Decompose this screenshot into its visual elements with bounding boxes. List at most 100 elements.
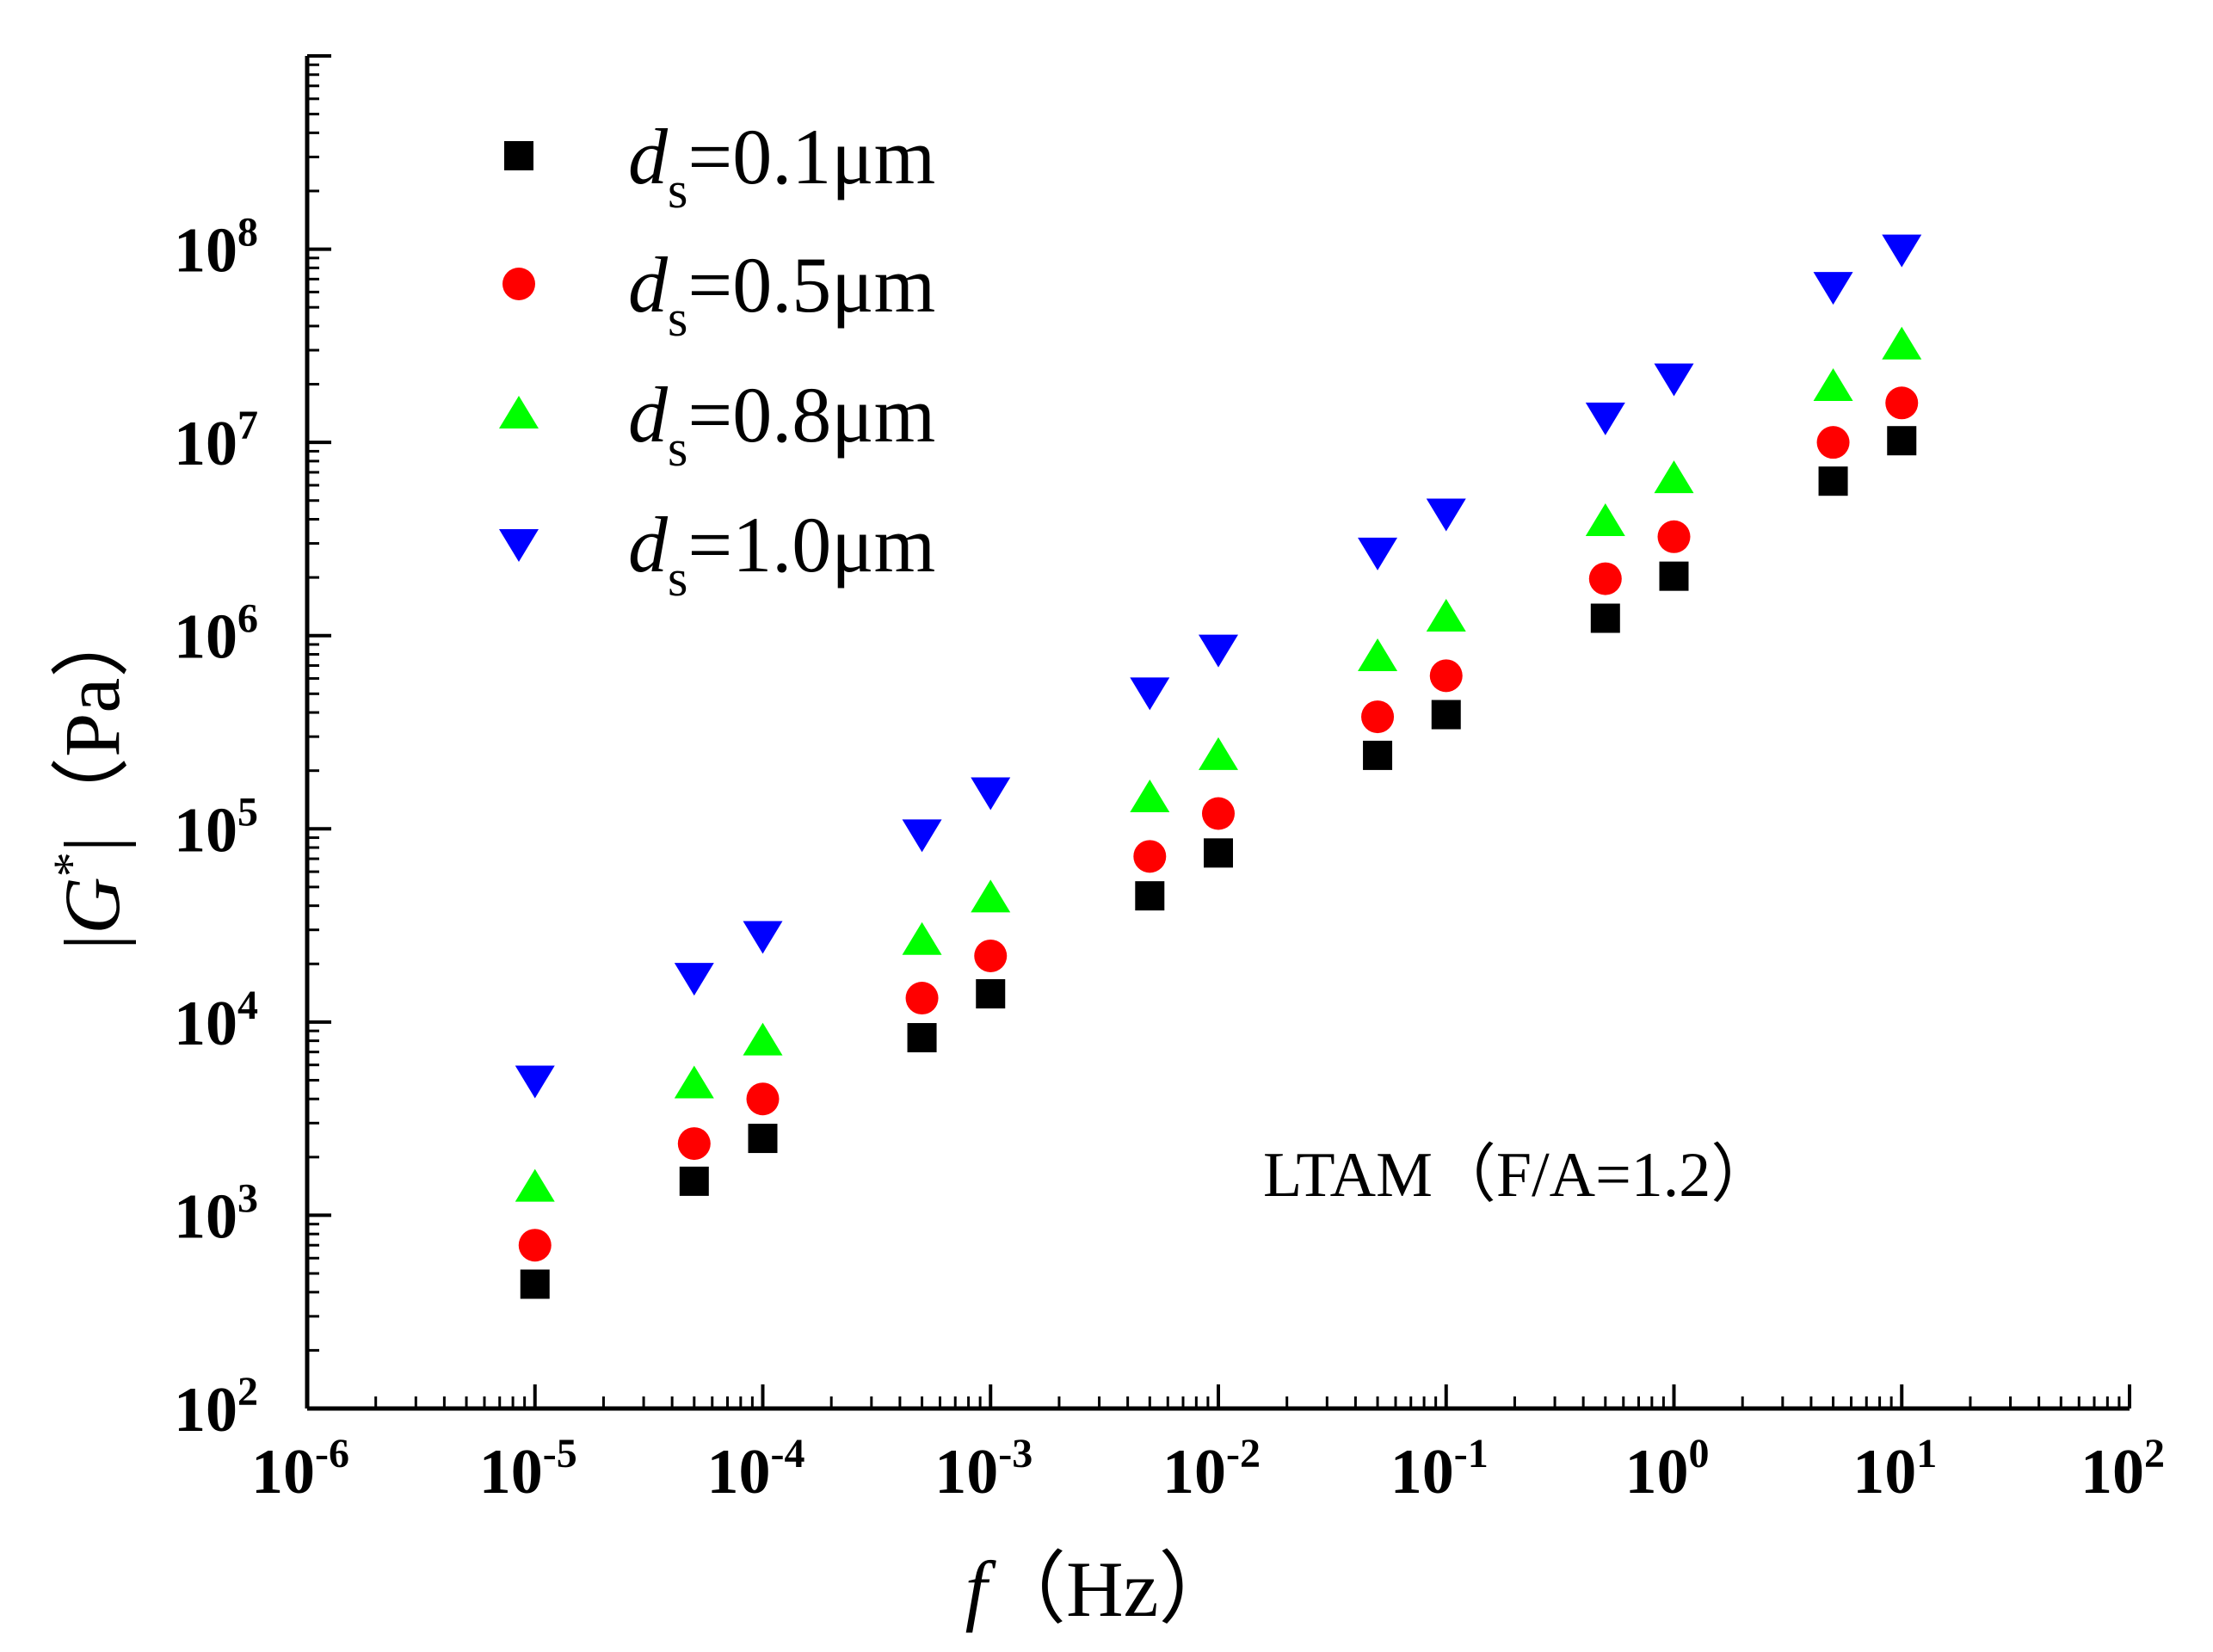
data-point	[1204, 838, 1233, 868]
x-tick-label: 10-4	[707, 1431, 805, 1507]
data-point	[1657, 520, 1691, 553]
y-tick-label-base: 10	[174, 1375, 237, 1446]
legend-label: ds=0.1μm	[628, 113, 935, 219]
legend-label-value: =0.8μm	[687, 371, 935, 459]
y-tick-label-base: 10	[174, 602, 237, 673]
data-point	[746, 1082, 780, 1116]
data-point	[1361, 700, 1395, 734]
legend-marker	[504, 141, 533, 170]
data-point	[1363, 740, 1393, 770]
x-tick-label-base: 10	[479, 1437, 543, 1507]
data-point	[1431, 700, 1461, 730]
legend-item: ds=1.0μm	[499, 501, 935, 607]
y-axis-label-unit: |（Pa）	[48, 599, 136, 852]
y-axis-label-symbol: G	[48, 877, 136, 934]
y-tick-label-base: 10	[174, 409, 237, 479]
legend-label-symbol: d	[628, 501, 669, 589]
y-tick-label: 103	[174, 1175, 258, 1252]
x-tick-label: 101	[1852, 1431, 1937, 1507]
legend-marker	[499, 529, 539, 562]
x-tick-label-exponent: 2	[2144, 1431, 2165, 1476]
legend-label-subscript: s	[668, 420, 687, 477]
data-point	[905, 982, 939, 1015]
data-point	[1590, 603, 1620, 633]
x-tick-label-base: 10	[707, 1437, 771, 1507]
data-point	[971, 777, 1011, 811]
data-point	[1429, 659, 1463, 693]
data-point	[902, 922, 942, 955]
data-point	[1426, 598, 1466, 632]
legend-item: ds=0.1μm	[504, 113, 935, 219]
data-point	[1585, 502, 1625, 536]
x-tick-label: 10-1	[1390, 1431, 1489, 1507]
y-tick-label-exponent: 8	[237, 210, 258, 256]
data-point	[1130, 677, 1170, 711]
y-axis-label-bar: |	[48, 934, 136, 950]
y-tick-label: 104	[174, 983, 258, 1059]
data-point	[1358, 638, 1398, 671]
x-tick-label: 10-5	[479, 1431, 577, 1507]
data-point	[1882, 326, 1922, 360]
data-point	[515, 1168, 555, 1202]
y-tick-label-exponent: 3	[237, 1175, 258, 1221]
x-tick-label-exponent: -3	[998, 1431, 1033, 1476]
data-point	[907, 1023, 937, 1053]
legend-label: ds=0.8μm	[628, 371, 935, 477]
x-tick-label-base: 10	[251, 1437, 315, 1507]
y-tick-label-base: 10	[174, 795, 237, 866]
data-point	[518, 1229, 552, 1262]
legend-label-value: =0.1μm	[687, 113, 935, 200]
axis-ticks	[305, 54, 2131, 1410]
data-point	[976, 979, 1006, 1009]
data-point	[974, 939, 1008, 972]
legend-marker	[499, 396, 539, 428]
series-1	[520, 426, 1917, 1299]
x-tick-label-base: 10	[934, 1437, 998, 1507]
data-points	[515, 234, 1922, 1299]
x-tick-label-base: 10	[1162, 1437, 1226, 1507]
legend-label: ds=0.5μm	[628, 241, 935, 347]
data-point	[1358, 537, 1398, 570]
data-point	[1885, 386, 1919, 420]
y-axis-label: |G*|（Pa）	[43, 599, 136, 950]
data-point	[1654, 460, 1694, 494]
data-point	[1133, 840, 1167, 873]
data-point	[1887, 426, 1917, 456]
y-tick-label: 105	[174, 789, 258, 866]
tick-labels: 10-6 10-5 10-4 10-3 10-2 10-1 100 101 1021021031…	[174, 210, 2165, 1507]
x-tick-label-exponent: 1	[1916, 1431, 1937, 1476]
legend-label-subscript: s	[668, 162, 687, 219]
legend-label-symbol: d	[628, 241, 669, 329]
x-tick-label-exponent: -1	[1454, 1431, 1489, 1476]
legend-label: ds=1.0μm	[628, 501, 935, 607]
y-tick-label-exponent: 5	[237, 789, 258, 835]
y-tick-label-exponent: 4	[237, 983, 258, 1028]
y-tick-label-base: 10	[174, 989, 237, 1059]
series-4	[515, 234, 1922, 1099]
data-point	[1882, 234, 1922, 268]
legend-marker	[502, 268, 535, 300]
data-point	[1813, 368, 1853, 402]
y-tick-label-exponent: 7	[237, 403, 258, 448]
x-tick-label-exponent: -4	[771, 1431, 805, 1476]
data-point	[743, 921, 783, 954]
data-point	[902, 819, 942, 853]
x-tick-label-base: 10	[2080, 1437, 2144, 1507]
data-point	[1426, 498, 1466, 532]
data-point	[1818, 466, 1848, 496]
data-point	[1813, 272, 1853, 305]
annotation: LTAM（F/A=1.2）	[1263, 1140, 1774, 1211]
y-tick-label: 108	[174, 210, 258, 287]
legend-item: ds=0.5μm	[502, 241, 935, 347]
x-tick-label-exponent: 0	[1689, 1431, 1710, 1476]
data-point	[1585, 402, 1625, 435]
data-point	[1816, 426, 1850, 459]
legend-label-subscript: s	[668, 290, 687, 347]
data-point	[1130, 780, 1170, 813]
legend-label-symbol: d	[628, 371, 669, 459]
data-point	[1654, 363, 1694, 397]
y-tick-label: 106	[174, 596, 258, 673]
x-tick-label-exponent: -2	[1226, 1431, 1261, 1476]
x-tick-label: 100	[1625, 1431, 1710, 1507]
